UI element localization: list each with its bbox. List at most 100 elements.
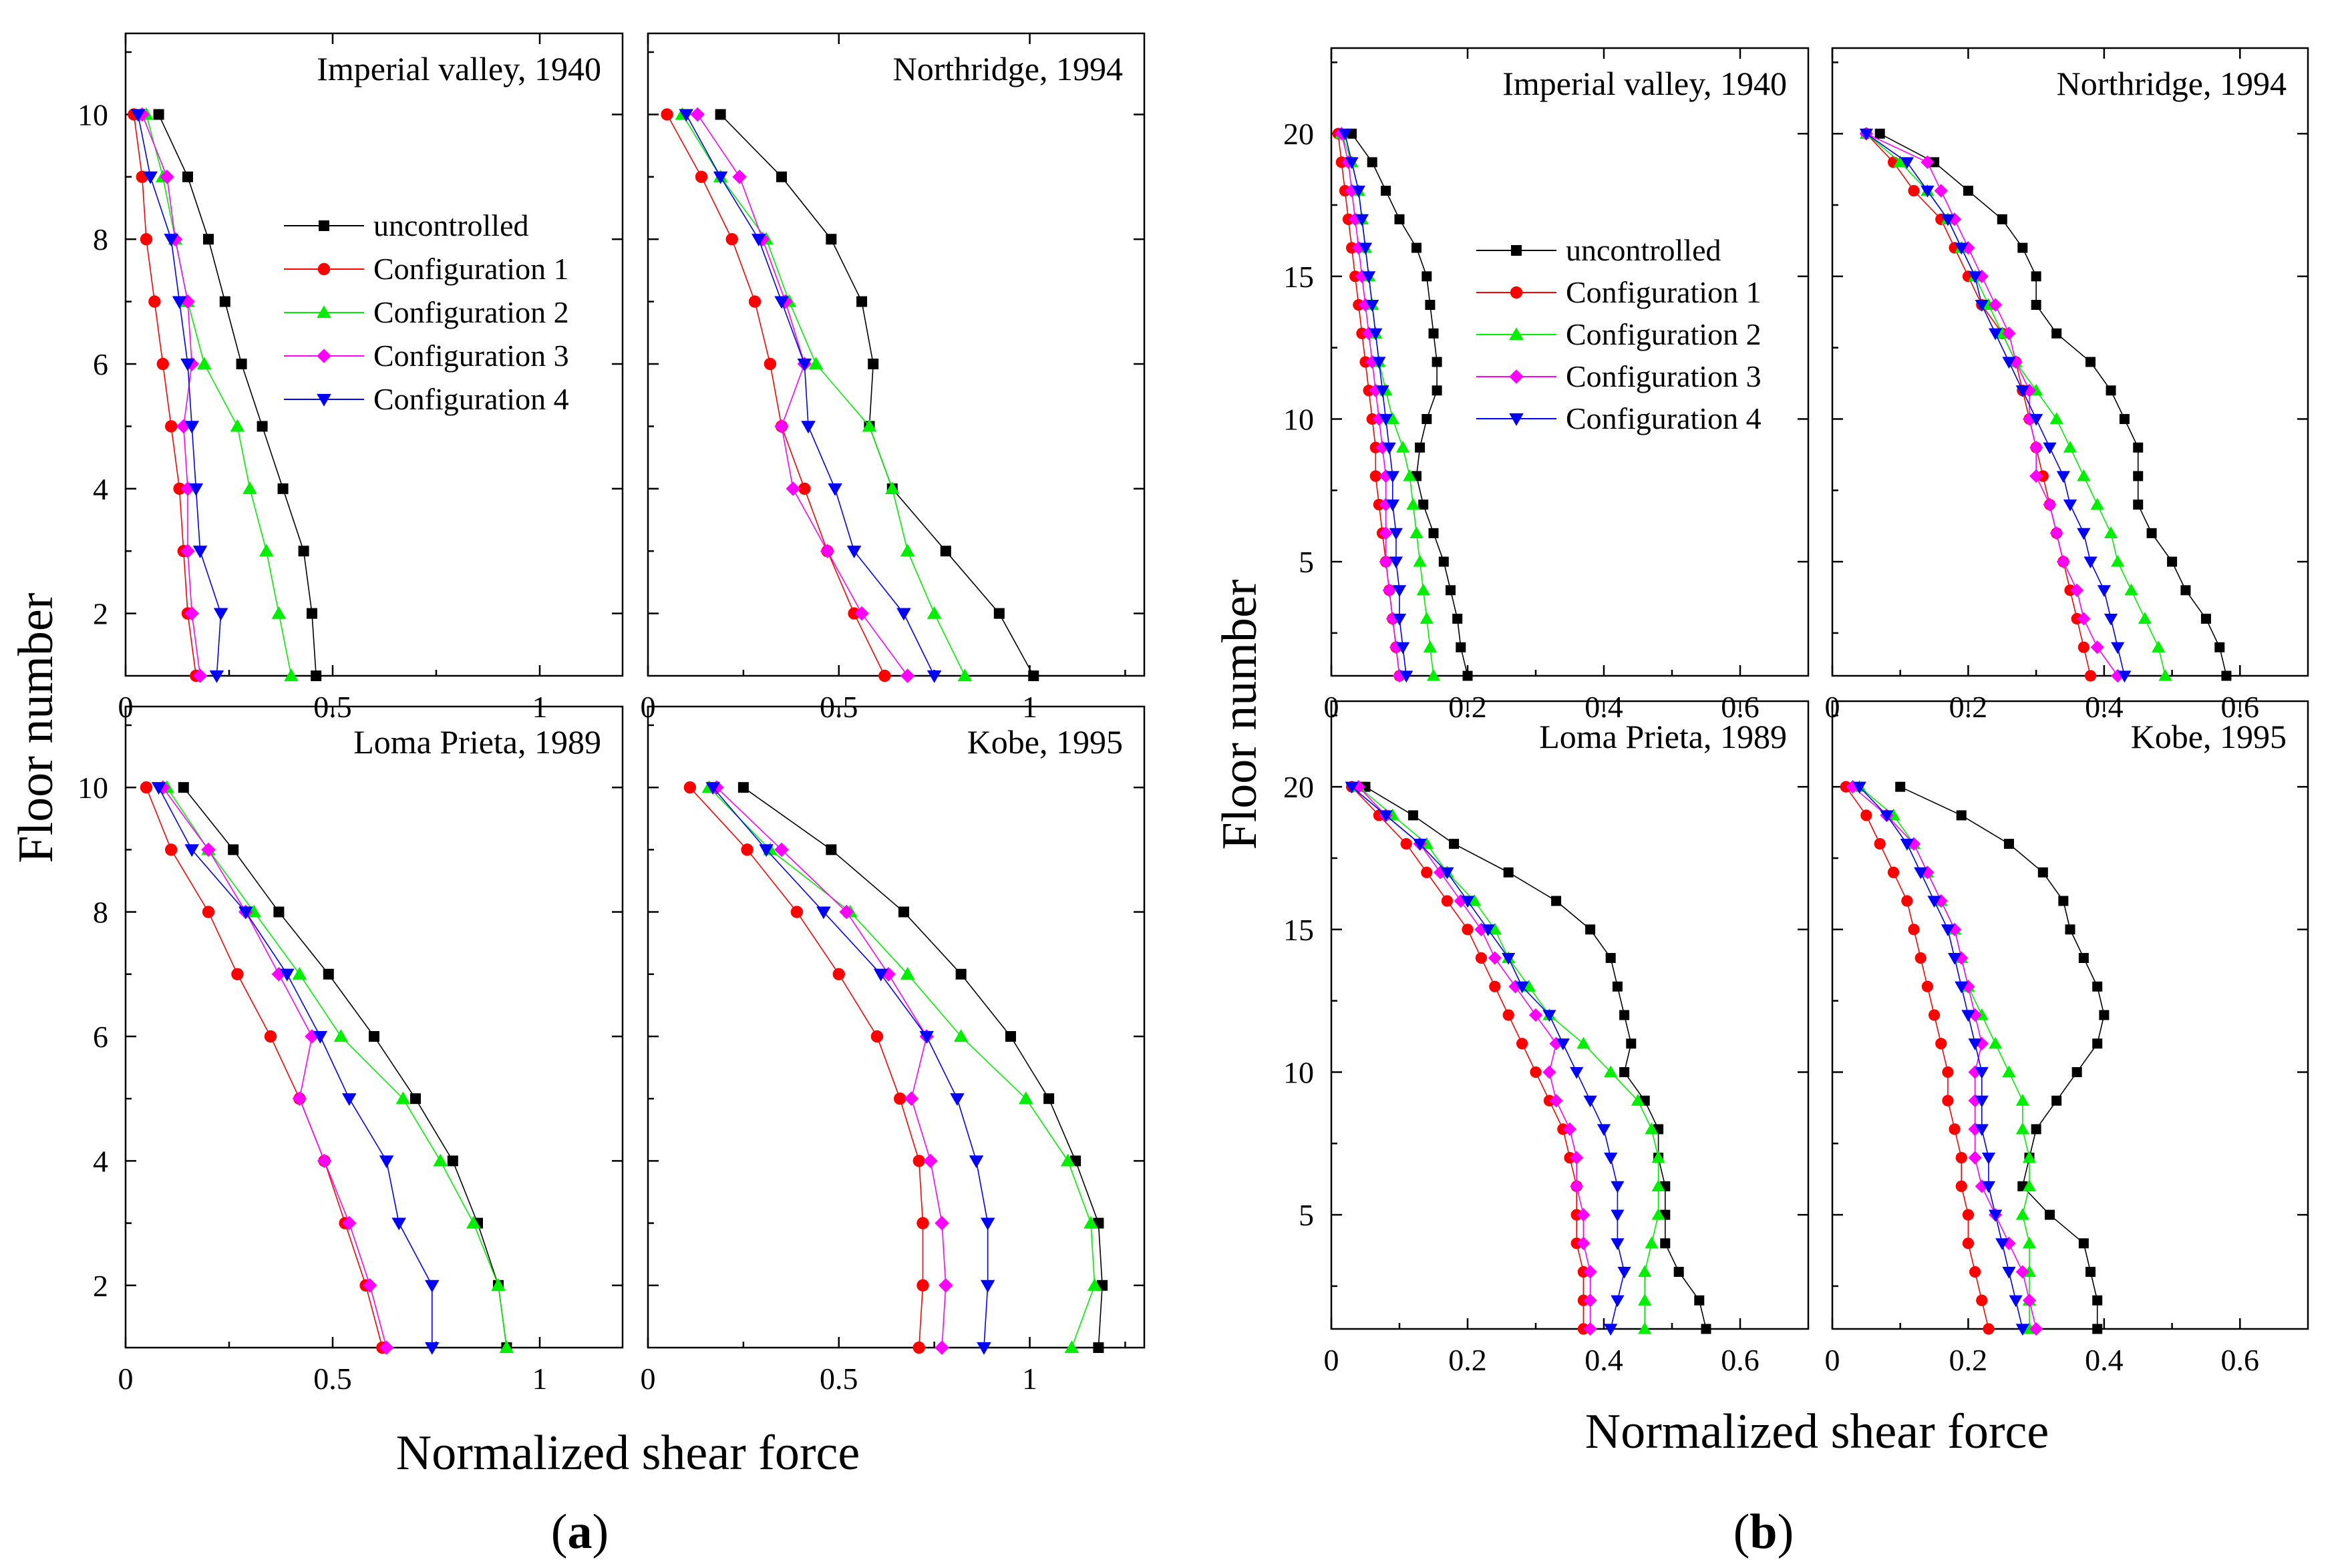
data-point: [1345, 781, 1359, 794]
data-point: [447, 1155, 458, 1167]
data-point: [184, 421, 199, 434]
legend-label: Configuration 2: [373, 295, 569, 329]
series-line: [158, 114, 317, 676]
data-point: [2133, 500, 2144, 510]
data-point: [2070, 583, 2084, 597]
data-point: [2221, 670, 2232, 681]
data-point: [2015, 1324, 2029, 1336]
data-point: [1425, 300, 1436, 311]
data-point: [1440, 867, 1454, 879]
y-tick-label: 4: [93, 472, 108, 506]
y-tick-label: 20: [1283, 770, 1314, 804]
data-point: [826, 234, 837, 245]
data-point: [2009, 1295, 2023, 1308]
data-point: [832, 968, 845, 980]
panel-title: Northridge, 1994: [893, 50, 1123, 87]
panel-title: Loma Prieta, 1989: [353, 723, 601, 761]
data-point: [242, 481, 257, 494]
legend-marker: [1511, 245, 1522, 256]
data-point: [856, 296, 868, 307]
data-point: [1475, 952, 1488, 964]
legend-marker: [1509, 327, 1524, 341]
data-point: [1363, 385, 1375, 397]
legend-marker: [317, 262, 331, 276]
data-point: [1372, 357, 1386, 369]
data-point: [751, 234, 766, 247]
data-point: [1382, 442, 1396, 455]
data-point: [1887, 866, 1900, 878]
series-line: [681, 114, 966, 676]
data-point: [1413, 554, 1427, 567]
data-point: [2092, 1038, 2103, 1049]
data-point: [1083, 1215, 1098, 1229]
data-point: [1929, 157, 1940, 168]
data-point: [317, 1153, 332, 1169]
data-point: [1385, 500, 1399, 512]
data-point: [1941, 214, 1955, 226]
data-point: [2084, 670, 2097, 682]
data-point: [1488, 922, 1502, 935]
legend-label: Configuration 4: [1566, 401, 1762, 435]
legend-item: Configuration 2: [1476, 317, 1762, 351]
data-point: [499, 1340, 514, 1354]
data-point: [1611, 1295, 1625, 1308]
chart-panel-7: 0 0.2 0.4 0.6 5 10 15 20 Loma Prieta, 1989: [1283, 700, 1810, 1377]
data-point: [2022, 1179, 2037, 1191]
series-line: [1879, 133, 2227, 676]
series-uncontrolled: [715, 109, 1039, 681]
data-point: [884, 481, 900, 494]
series-line: [166, 787, 508, 1348]
data-point: [1893, 155, 1907, 168]
data-point: [2031, 300, 2041, 311]
data-point: [1528, 1008, 1543, 1022]
data-point: [1093, 1342, 1104, 1353]
fig-b-label-close: ): [1778, 1505, 1794, 1559]
data-point: [900, 544, 915, 557]
series-configuration-3: [709, 780, 953, 1355]
data-point: [957, 668, 973, 682]
x-tick-label: 0.6: [1721, 1343, 1760, 1377]
data-point: [1597, 1124, 1611, 1137]
data-point: [935, 1215, 949, 1231]
data-point: [1895, 781, 1906, 792]
data-point: [725, 233, 738, 246]
data-point: [695, 170, 708, 184]
data-point: [1413, 839, 1427, 851]
data-point: [2111, 642, 2125, 654]
data-point: [1366, 413, 1378, 425]
data-point: [1403, 469, 1417, 481]
data-point: [2090, 498, 2104, 510]
chart-panel-4: 0 0.5 1 Kobe, 1995: [641, 705, 1146, 1396]
data-point: [1651, 1179, 1665, 1191]
data-point: [1900, 157, 1914, 170]
data-point: [2146, 528, 2157, 538]
plot-frame: [647, 705, 1146, 1349]
data-point: [2158, 668, 2172, 681]
data-point: [1942, 1095, 1954, 1107]
data-point: [873, 968, 888, 982]
series-configuration-3: [690, 107, 915, 683]
data-point: [2017, 242, 2028, 253]
data-point: [1564, 1152, 1576, 1164]
data-point: [950, 1093, 965, 1106]
data-point: [826, 844, 837, 855]
data-point: [2044, 1209, 2055, 1220]
data-point: [955, 968, 967, 980]
legend-label: uncontrolled: [373, 208, 529, 242]
data-point: [2071, 612, 2083, 625]
data-point: [1968, 1151, 1982, 1165]
data-point: [980, 1280, 995, 1293]
data-point: [1416, 583, 1430, 596]
series-uncontrolled: [737, 782, 1108, 1353]
series-configuration-4: [679, 109, 942, 683]
data-point: [1660, 1238, 1671, 1249]
data-point: [333, 1029, 349, 1042]
plot-frame: [1831, 700, 2309, 1330]
data-point: [1421, 866, 1433, 878]
data-point: [180, 294, 195, 309]
data-point: [1432, 385, 1442, 396]
data-point: [912, 1341, 925, 1354]
data-point: [2022, 1151, 2037, 1163]
